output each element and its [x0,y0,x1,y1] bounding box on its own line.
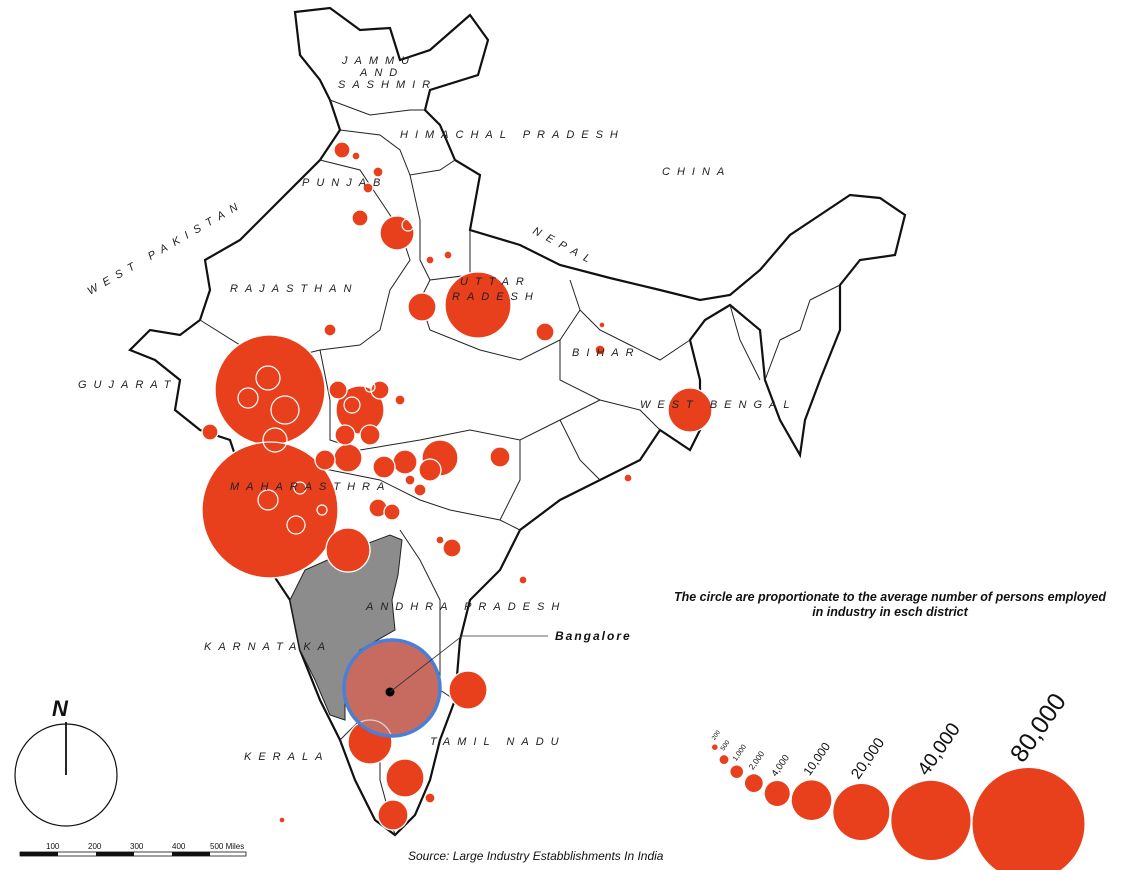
legend-label-20000: 20,000 [848,735,888,783]
district-circle [518,575,528,585]
label-himachal-pradesh: HIMACHAL PRADESH [400,129,625,141]
district-circle [435,535,445,545]
district-circle [377,799,409,831]
legend-circle-40000 [891,780,971,861]
legend-circle-20000 [833,784,890,840]
district-circle [328,380,348,400]
label-west-pakistan: WEST PAKISTAN [86,198,247,298]
legend-circle-500 [719,755,729,764]
district-circle [413,483,427,497]
legend-circle-2000 [744,774,763,792]
district-circle [407,292,437,322]
legend-circle-4000 [764,780,790,806]
district-circle [333,141,351,159]
district-circle [489,446,511,468]
district-circle [598,321,606,329]
label-gujarat: GUJARAT [78,379,178,391]
label-uttar: UTTAR [460,276,531,288]
label-west-bengal: WEST BENGAL [640,399,796,411]
legend-label-2000: 2,000 [747,749,766,771]
state-boundaries [199,99,841,836]
district-circle [347,719,393,765]
district-circle [667,387,713,433]
legend-label-40000: 40,000 [914,719,965,779]
legend-label-4000: 4,000 [769,753,792,779]
legend-label-1000: 1,000 [730,743,748,763]
district-circle [379,215,415,251]
label-china: CHINA [662,166,731,178]
label-kashmir: SASHMIR [338,79,437,91]
region-labels: JAMMU AND SASHMIR HIMACHAL PRADESH CHINA… [78,55,796,763]
district-circle [325,527,371,573]
district-circle [404,474,416,486]
legend-circle-80000 [972,768,1085,870]
district-circle [362,182,374,194]
label-jammu: JAMMU [341,55,416,67]
label-rajasthan: RAJASTHAN [230,283,358,295]
bangalore-leader-line [389,635,548,693]
label-tamil-nadu: TAMIL NADU [430,736,566,748]
district-circle [383,503,401,521]
district-circle [385,758,425,798]
label-punjab: PUNJAB [302,177,387,189]
district-circle [359,424,381,446]
bangalore-label: Bangalore [555,629,632,643]
label-nepal: NEPAL [531,225,599,269]
district-circle [201,423,219,441]
district-circle [351,151,361,161]
district-circle [351,209,369,227]
scale-label-200: 200 [88,842,102,851]
label-karnataka: KARNATAKA [204,641,332,653]
legend-label-10000: 10,000 [801,740,834,779]
north-letter: N [52,696,69,721]
district-circle [443,250,453,260]
district-circle [418,458,442,482]
district-circle [334,424,356,446]
label-maharashtra: MAHARASTHRA [230,481,391,493]
label-kerala: KERALA [244,751,329,763]
label-andhra-pradesh: ANDHRA PRADESH [365,601,566,613]
scale-label-500-miles: 500 Miles [210,842,244,851]
legend-label-80000: 80,000 [1005,688,1072,767]
inner-circle-outlines [237,218,415,535]
district-circle [535,322,555,342]
scale-bar: 100 200 300 400 500 Miles [19,842,247,857]
label-pradesh: RADESH [452,291,540,303]
label-and: AND [359,67,404,79]
legend-title-line1: The circle are proportionate to the aver… [673,590,1107,604]
district-circle [314,449,336,471]
district-circle [448,670,488,710]
scale-label-300: 300 [130,842,144,851]
district-circle [444,271,512,339]
scale-label-400: 400 [172,842,186,851]
label-bihar: BIHAR [572,347,641,359]
district-circle [370,380,390,400]
legend-circle-1000 [730,765,743,778]
district-circle [424,792,436,804]
legend-title-line2: in industry in esch district [812,605,968,619]
district-circle [323,323,337,337]
district-circle [278,816,286,824]
district-circle [394,394,406,406]
district-circle [623,473,633,483]
source-text: Source: Large Industry Estabblishments I… [408,849,664,863]
district-circle [392,449,418,475]
legend-title: The circle are proportionate to the aver… [640,590,1140,620]
legend-label-500: 500 [719,739,731,752]
district-circle [333,443,363,473]
district-circle [372,166,384,178]
district-circle [594,344,606,356]
north-arrow: N [14,696,118,827]
legend-circle-10000 [791,780,832,820]
district-circle [442,538,462,558]
legend-circle-200 [712,744,718,750]
scale-label-100: 100 [46,842,60,851]
district-circle [425,255,435,265]
district-circle [372,455,396,479]
legend-label-200: 200 [711,729,722,741]
india-outline [128,6,907,837]
